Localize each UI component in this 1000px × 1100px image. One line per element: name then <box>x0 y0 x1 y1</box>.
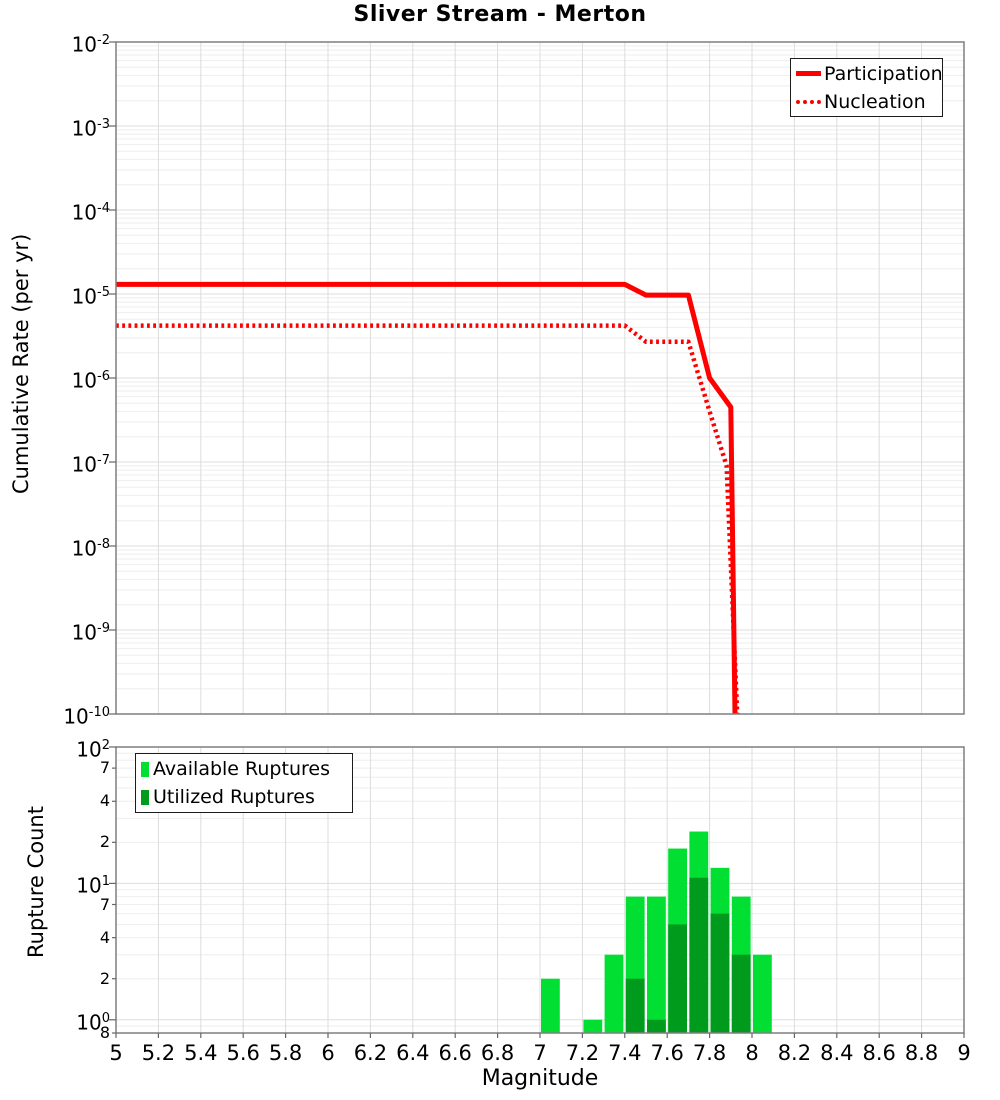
available-swatch-icon <box>141 761 149 777</box>
available-bar <box>604 954 624 1033</box>
utilized-bar <box>710 913 730 1033</box>
x-tick-label: 7.2 <box>565 1041 600 1065</box>
x-tick-label: 6.2 <box>353 1041 388 1065</box>
chart-title: Sliver Stream - Merton <box>353 2 647 27</box>
legend-item-utilized: Utilized Ruptures <box>136 783 352 811</box>
utilized-bar <box>668 924 687 1033</box>
legend-item-nucleation: Nucleation <box>791 88 942 116</box>
bottom-y-minor-tick-label: 2 <box>99 968 110 988</box>
bottom-y-minor-tick-label: 2 <box>99 832 110 852</box>
top-y-tick-label: 10-8 <box>71 536 110 561</box>
x-tick-label: 7 <box>533 1041 547 1065</box>
x-tick-label: 5 <box>109 1041 123 1065</box>
bottom-y-tick-label: 101 <box>76 874 110 899</box>
x-tick-label: 8.4 <box>820 1041 854 1065</box>
x-tick-label: 5.6 <box>226 1041 260 1065</box>
x-tick-label: 6.4 <box>396 1041 430 1065</box>
utilized-bar <box>689 877 709 1033</box>
utilized-swatch-icon <box>141 789 149 805</box>
rupture-count-bars <box>541 831 772 1033</box>
x-tick-label: 7.6 <box>650 1041 684 1065</box>
utilized-legend-label: Utilized Ruptures <box>153 786 315 808</box>
nucleation-legend-label: Nucleation <box>824 90 926 113</box>
x-tick-label: 8.6 <box>862 1041 896 1065</box>
top-y-tick-label: 10-6 <box>71 368 110 393</box>
participation-curve <box>116 281 738 714</box>
top-y-tick-label: 10-5 <box>71 284 110 309</box>
utilized-bar <box>647 1019 666 1033</box>
bottom-y-tick-label: 100 <box>76 1010 110 1035</box>
rate-curves <box>116 281 740 714</box>
x-axis-label: Magnitude <box>481 1066 599 1091</box>
bottom-y-tick-label: 102 <box>76 737 110 762</box>
utilized-bar <box>625 978 645 1033</box>
gridlines <box>116 41 964 1033</box>
x-tick-label: 5.2 <box>141 1041 176 1065</box>
top-y-tick-label: 10-3 <box>71 116 110 141</box>
x-tick-label: 8.2 <box>777 1041 812 1065</box>
x-tick-label: 6.8 <box>480 1041 515 1065</box>
x-tick-label: 7.8 <box>692 1041 727 1065</box>
tick-marks <box>109 41 965 1038</box>
bottom-y-minor-tick-label: 8 <box>99 1023 110 1042</box>
available-legend-label: Available Ruptures <box>153 758 330 780</box>
top-y-tick-label: 10-4 <box>71 200 110 225</box>
rupture-legend: Available Ruptures Utilized Ruptures <box>135 753 353 813</box>
bottom-y-minor-tick-label: 4 <box>99 791 110 811</box>
legend-item-participation: Participation <box>791 60 943 88</box>
x-tick-label: 5.8 <box>268 1041 303 1065</box>
available-bar <box>541 978 560 1033</box>
available-bar <box>583 1019 603 1033</box>
available-bar <box>647 896 666 1033</box>
legend-item-available: Available Ruptures <box>136 755 352 783</box>
top-y-tick-label: 10-9 <box>71 620 110 645</box>
x-tick-label: 8 <box>745 1041 759 1065</box>
top-y-tick-label: 10-10 <box>63 704 110 729</box>
participation-legend-label: Participation <box>824 62 943 85</box>
bottom-y-minor-tick-label: 4 <box>99 927 110 947</box>
rate-legend: Participation Nucleation <box>790 58 943 117</box>
top-y-tick-label: 10-2 <box>71 32 110 57</box>
x-tick-label: 5.4 <box>184 1041 218 1065</box>
top-y-tick-label: 10-7 <box>71 452 110 477</box>
participation-line-icon <box>796 71 821 76</box>
nucleation-line-icon <box>796 99 821 104</box>
x-tick-label: 9 <box>957 1041 971 1065</box>
bottom-y-minor-tick-label: 7 <box>99 758 110 778</box>
x-tick-label: 8.8 <box>904 1041 939 1065</box>
x-tick-label: 7.4 <box>608 1041 642 1065</box>
available-bar <box>753 954 772 1033</box>
x-tick-label: 6 <box>321 1041 335 1065</box>
bottom-y-minor-tick-label: 7 <box>99 894 110 914</box>
x-tick-label: 6.6 <box>438 1041 472 1065</box>
nucleation-curve <box>116 323 740 714</box>
utilized-bar <box>731 954 751 1033</box>
